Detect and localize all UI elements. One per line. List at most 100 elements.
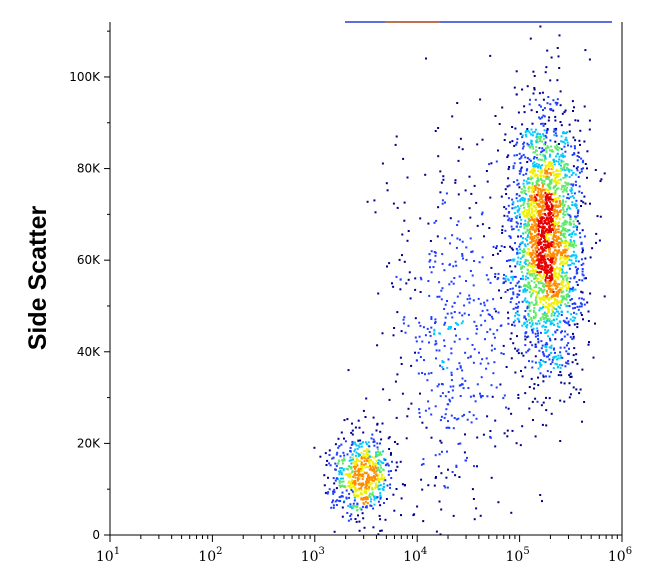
data-point [545,206,548,209]
data-point [564,255,567,258]
data-point [365,505,368,508]
data-point [517,305,520,308]
data-point [551,255,553,257]
data-point [539,359,542,362]
data-point [479,392,481,395]
data-point [485,357,488,360]
data-point [357,460,360,462]
data-point [560,124,563,127]
y-axis-title: Side Scatter [24,205,52,350]
data-point [540,404,543,407]
data-point [583,401,586,403]
data-point [378,452,381,454]
data-point [553,270,556,273]
data-point [547,212,550,215]
data-point [407,278,410,281]
data-point [567,206,570,209]
data-point [352,480,355,483]
data-point [524,219,527,222]
data-point [543,107,546,110]
data-point [525,225,528,227]
data-point [565,277,568,280]
data-point [522,204,525,206]
data-point [547,199,550,202]
data-point [533,256,536,258]
data-point [561,112,564,115]
data-point [550,279,552,282]
data-point [539,195,542,198]
data-point [379,529,382,532]
data-point [444,316,447,319]
data-point [565,289,568,292]
data-point [560,239,563,242]
data-point [429,334,432,337]
data-point [473,518,476,521]
data-point [559,440,562,442]
data-point [361,478,364,481]
data-point [381,478,384,481]
data-point [559,210,561,212]
data-point [544,170,547,173]
data-point [467,356,470,359]
data-point [563,275,566,278]
data-point [444,321,447,324]
data-point [357,444,360,447]
data-point [576,155,579,157]
data-point [378,514,381,517]
data-point [530,207,533,210]
data-point [463,304,466,307]
data-point [533,156,536,158]
data-point [360,487,362,490]
data-point [531,145,534,148]
data-point [572,220,575,223]
data-point [543,115,546,118]
data-point [556,172,559,175]
data-point [434,254,437,257]
data-point [552,174,555,177]
data-point [552,187,555,190]
data-point [534,316,537,319]
data-point [348,475,351,478]
data-point [570,192,573,195]
data-point [359,507,362,510]
data-point [574,139,577,142]
data-point [374,465,377,468]
data-point [557,160,560,163]
data-point [539,270,542,273]
data-point [548,296,550,299]
data-point [555,302,558,305]
data-point [537,320,540,323]
data-point [370,493,373,496]
data-point [535,149,538,152]
data-point [559,286,562,289]
data-point [490,349,493,352]
data-point [548,207,551,210]
data-point [451,305,454,308]
data-point [549,289,552,291]
data-point [567,360,570,362]
data-point [368,450,371,453]
data-point [546,169,548,172]
data-point [536,303,539,306]
data-point [536,218,539,221]
data-point [470,421,473,424]
data-point [567,342,570,345]
data-point [575,388,578,391]
data-point [548,271,551,274]
data-point [546,171,549,174]
data-point [353,441,356,444]
data-point [587,310,590,313]
data-point [513,144,516,147]
data-point [515,442,518,445]
data-point [565,305,568,308]
data-point [378,488,381,491]
data-point [514,206,517,209]
data-point [577,308,580,311]
data-point [571,361,574,364]
data-point [538,238,541,241]
data-point [558,326,561,329]
data-point [553,239,555,241]
data-point [359,460,362,463]
data-point [548,305,551,307]
data-point [510,247,513,250]
